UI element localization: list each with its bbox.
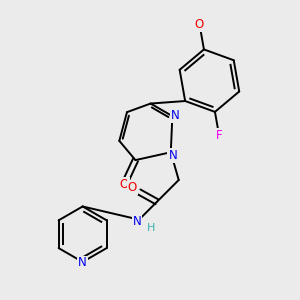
Text: N: N [78,256,87,269]
Text: N: N [133,215,142,228]
Text: O: O [119,178,129,191]
Text: H: H [147,223,155,232]
Text: O: O [128,182,137,194]
Text: O: O [195,18,204,31]
Text: N: N [171,109,180,122]
Text: N: N [168,149,177,162]
Text: F: F [216,129,222,142]
